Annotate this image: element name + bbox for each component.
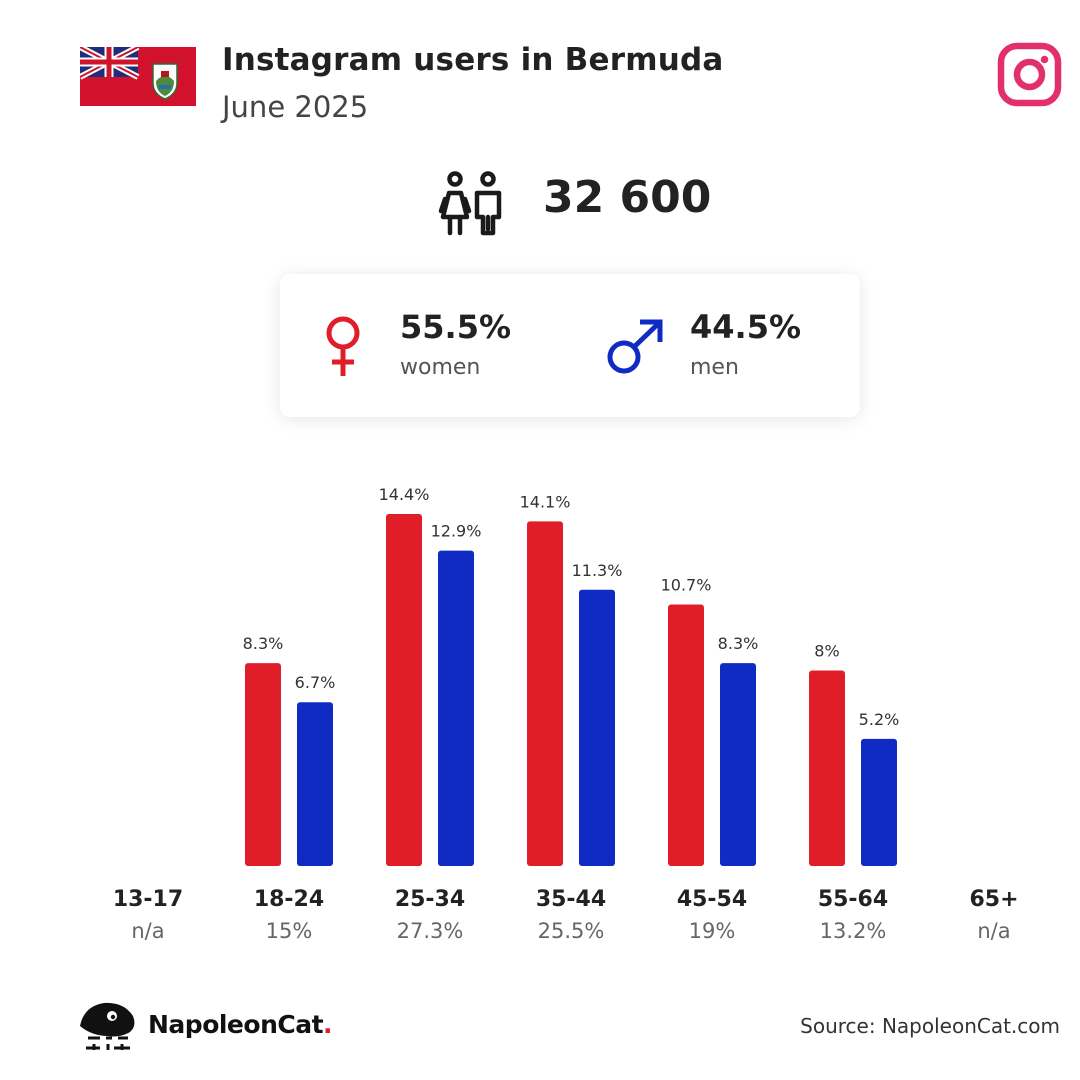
women-label: women [400,355,481,380]
bar-men-45-54 [720,663,756,866]
gender-card: 55.5% women 44.5% men [280,274,860,417]
page-subtitle: June 2025 [222,90,369,124]
bar-value-label: 6.7% [295,673,336,692]
bar-women-25-34 [386,514,422,866]
bar-men-18-24 [297,702,333,866]
bermuda-flag-icon [80,47,196,106]
bar-men-55-64 [861,738,897,866]
bar-women-35-44 [527,521,563,866]
male-symbol-icon [607,319,663,374]
men-percent: 44.5% [690,308,802,346]
age-group-label: 25-34 [395,887,465,912]
bar-value-label: 8.3% [243,634,284,653]
bar-value-label: 14.1% [520,492,571,511]
bar-value-label: 11.3% [572,561,623,580]
total-users: 32 600 [543,172,712,223]
source-text: Source: NapoleonCat.com [800,1014,1060,1038]
age-group-total: n/a [131,919,164,943]
age-group-label: 13-17 [113,887,183,912]
age-group-label: 35-44 [536,887,606,912]
age-group-total: n/a [977,919,1010,943]
bar-women-45-54 [668,604,704,866]
napoleoncat-icon [80,1002,135,1050]
age-group-total: 15% [266,919,313,943]
women-percent: 55.5% [400,308,512,346]
age-group-label: 18-24 [254,887,324,912]
age-group-total: 13.2% [820,919,887,943]
bar-value-label: 10.7% [661,575,712,594]
bar-value-label: 14.4% [379,485,430,504]
age-group-label: 55-64 [818,887,888,912]
bar-women-55-64 [809,670,845,866]
bar-men-25-34 [438,550,474,866]
bar-value-label: 8% [814,641,839,660]
bar-value-label: 8.3% [718,634,759,653]
bar-value-label: 5.2% [859,710,900,729]
men-label: men [690,355,739,380]
page-title: Instagram users in Bermuda [222,42,724,78]
brand-name: NapoleonCat. [148,1010,333,1039]
users-icon [438,171,502,236]
bar-women-18-24 [245,663,281,866]
brand-text: NapoleonCat [148,1010,324,1039]
bar-men-35-44 [579,589,615,866]
age-group-total: 25.5% [538,919,605,943]
age-group-total: 19% [689,919,736,943]
female-symbol-icon [326,316,360,376]
age-group-total: 27.3% [397,919,464,943]
bar-value-label: 12.9% [431,522,482,541]
age-group-label: 65+ [969,887,1018,912]
age-group-label: 45-54 [677,887,747,912]
brand-dot: . [323,1010,333,1039]
instagram-icon [997,42,1062,107]
